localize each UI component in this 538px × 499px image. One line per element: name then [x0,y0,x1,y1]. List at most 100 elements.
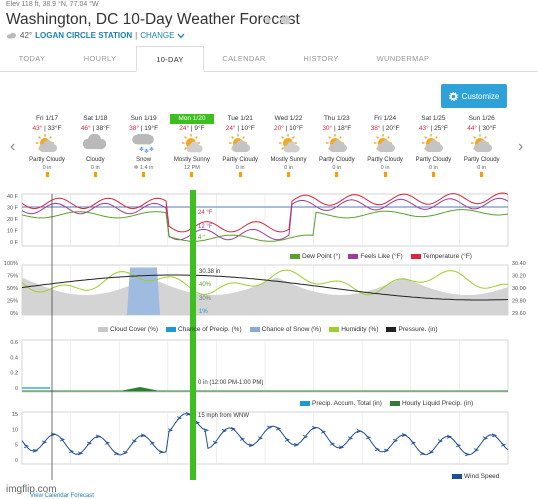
wind-arrow [437,439,444,444]
tab-calendar[interactable]: CALENDAR [222,54,266,63]
svg-text:❄: ❄ [144,148,149,155]
day-temps: 24° | 10°F [218,124,262,133]
legend-humidity[interactable]: Humidity (%) [329,326,378,333]
legend-chance-precip[interactable]: Chance of Precip. (%) [166,326,242,333]
home-icon[interactable] [281,14,292,25]
wind-arrow [140,433,147,438]
wind-arrow [149,441,156,445]
precip-legend: Precip. Accum. Total (in) Hourly Liquid … [300,400,473,407]
day-column[interactable]: Tue 1/21 24° | 10°F Partly Cloudy 0 in [218,114,262,177]
next-days-arrow[interactable]: › [518,138,524,155]
wind-arrow [158,450,165,454]
day-column[interactable]: Sat 1/18 46° | 38°F Cloudy 0 in [73,114,117,177]
day-temps: 30° | 18°F [315,124,359,133]
wind-arrow [176,416,183,421]
wind-arrow [293,443,300,447]
day-low: 19°F [144,125,159,132]
tab-hourly[interactable]: HOURLY [83,54,117,63]
legend-wind-speed[interactable]: Wind Speed [452,473,499,480]
mostly-sunny-icon [181,134,203,153]
station-name[interactable]: LOGAN CIRCLE STATION [35,31,133,40]
partly-cloudy-icon [422,134,444,152]
mostly-sunny-icon [278,134,300,153]
day-condition: Partly Cloudy [367,157,403,163]
prev-days-arrow[interactable]: ‹ [10,138,16,155]
legend-chance-snow[interactable]: Chance of Snow (%) [249,326,321,333]
location-meta: Elev 118 ft, 38.9 °N, 77.04 °W [6,1,99,8]
wind-ytick: 0 [15,458,18,464]
day-condition: Partly Cloudy [415,157,452,163]
day-column[interactable]: Sun 1/19 38° | 19°F ❄ ❄ ❄ Snow ❄ 1.4 in [122,114,166,177]
day-column[interactable]: Wed 1/22 20° | 10°F Mostly Sunny 0 in [267,114,311,177]
temp-separator: | [283,125,290,132]
wind-arrow [257,436,264,441]
dew-point-line [21,209,509,242]
legend-cloud-cover[interactable]: Cloud Cover (%) [98,326,158,333]
day-column[interactable]: Mon 1/20 24° | 9°F Mostly Sunny 12 PM [169,114,214,177]
wind-ytick: 5 [15,443,18,449]
temp-ytick: 30 F [7,206,19,212]
wind-arrow [248,443,255,448]
chevron-down-icon[interactable] [177,33,185,39]
legend-precip-accum[interactable]: Precip. Accum. Total (in) [300,400,382,407]
temp-separator: | [90,125,96,132]
wind-arrow [482,436,489,441]
customize-button[interactable]: Customize [441,84,507,108]
wind-arrow [320,429,327,434]
day-low: 38°F [95,125,110,132]
temp-ytick: 20 F [7,217,19,223]
pressure-line [21,274,509,301]
wind-arrow [194,420,201,425]
cloudy-icon [83,134,107,150]
humidity-ytick-left: 75% [7,274,18,280]
day-column[interactable]: Sat 1/25 43° | 25°F Partly Cloudy 0 in [411,114,455,177]
day-precip: 12 PM [183,165,200,171]
temp-separator: | [380,125,386,132]
change-station-link[interactable]: CHANGE [140,31,175,40]
day-marker [383,172,387,177]
day-precip: 0 in [90,165,100,171]
page-title: Washington, DC 10-Day Weather Forecast [6,11,300,28]
tab-history[interactable]: HISTORY [303,54,339,63]
legend-hourly-liquid[interactable]: Hourly Liquid Precip. (in) [389,400,473,407]
wind-line [21,413,509,456]
temp-separator: | [332,125,338,132]
day-column[interactable]: Fri 1/17 43° | 33°F Partly Cloudy 0 in [25,114,69,177]
day-marker [480,172,484,177]
day-precip: 0 in [42,165,52,171]
favorite-star-icon[interactable]: ★ ★ [262,12,289,27]
wind-arrow [95,434,102,439]
wind-arrow [275,426,282,431]
legend-pressure[interactable]: Pressure. (in) [386,326,437,333]
day-column[interactable]: Fri 1/24 38° | 20°F Partly Cloudy 0 in [363,114,407,177]
calendar-forecast-link[interactable]: View Calendar Forecast [30,493,94,499]
humidity-ytick-left: 0% [10,311,18,317]
day-high: 20° [274,125,284,132]
day-column[interactable]: Thu 1/23 30° | 18°F Partly Cloudy 0 in [315,114,359,177]
tab-10-day[interactable]: 10-DAY [136,46,204,72]
precip-ytick: 0 [15,386,18,392]
day-date: Fri 1/24 [374,115,397,122]
precip-ytick: 0.6 [10,340,18,346]
day-marker [93,172,97,177]
day-temps: 24° | 9°F [170,124,214,133]
charts-svg: 40 F 30 F 20 F 10 F 0 F 100% 75% 50% 25% 0% 30.40 3… [4,190,526,480]
day-marker [45,172,49,177]
imgflip-watermark: imgflip.com [6,484,57,495]
legend-temperature[interactable]: Temperature (°F) [410,253,472,260]
tab-wundermap[interactable]: WUNDERMAP [376,54,430,63]
partly-cloudy-icon [470,134,492,152]
partly-cloudy-icon [325,134,347,152]
precip-ytick: 0.4 [10,355,18,361]
day-low: 30°F [482,125,497,132]
pressure-ytick-right: 30.00 [512,286,526,292]
day-precip: 0 in [428,165,438,171]
tab-today[interactable]: TODAY [18,54,46,63]
legend-feels-like[interactable]: Feels Like (°F) [348,253,403,260]
day-low: 25°F [434,125,448,132]
day-column[interactable]: Sun 1/26 44° | 30°F Partly Cloudy 0 in [460,114,504,177]
legend-dew-point[interactable]: Dew Point (°) [290,253,340,260]
day-precip: 0 in [332,165,342,171]
wind-arrow [86,441,93,446]
wind-arrow [104,440,111,445]
